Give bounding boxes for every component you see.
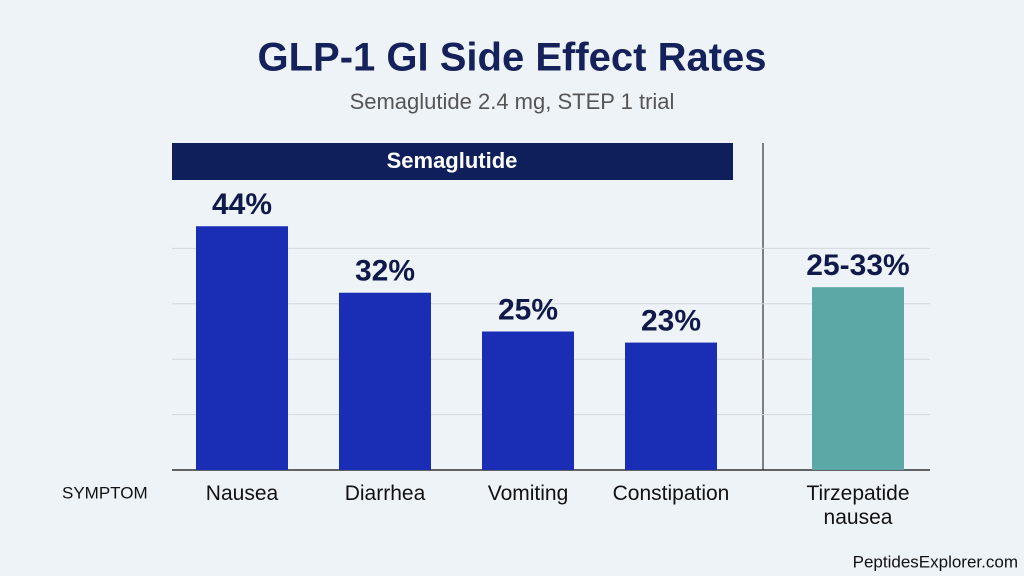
x-tick-label: Vomiting	[487, 482, 569, 505]
group-header	[172, 143, 733, 180]
bar	[196, 226, 288, 470]
x-tick-label: Constipation	[612, 482, 730, 505]
value-label: 25-33%	[806, 249, 909, 282]
group-label: Semaglutide	[387, 148, 518, 173]
value-label: 23%	[641, 305, 701, 338]
footer: PeptidesExplorer.com	[853, 552, 1018, 571]
bar	[482, 331, 574, 470]
value-label: 32%	[355, 255, 415, 288]
chart-title: GLP-1 GI Side Effect Rates	[257, 36, 766, 80]
value-label: 25%	[498, 293, 558, 326]
bar	[339, 292, 431, 470]
chart-subtitle: Semaglutide 2.4 mg, STEP 1 trial	[350, 89, 675, 114]
x-tick-label: Tirzepatide nausea	[806, 482, 910, 529]
x-tick-label: Nausea	[205, 482, 279, 505]
value-label: 44%	[212, 188, 272, 221]
x-axis-label: SYMPTOM	[62, 483, 148, 502]
bar	[625, 342, 717, 470]
bar	[812, 287, 904, 470]
x-tick-label: Diarrhea	[344, 482, 426, 505]
